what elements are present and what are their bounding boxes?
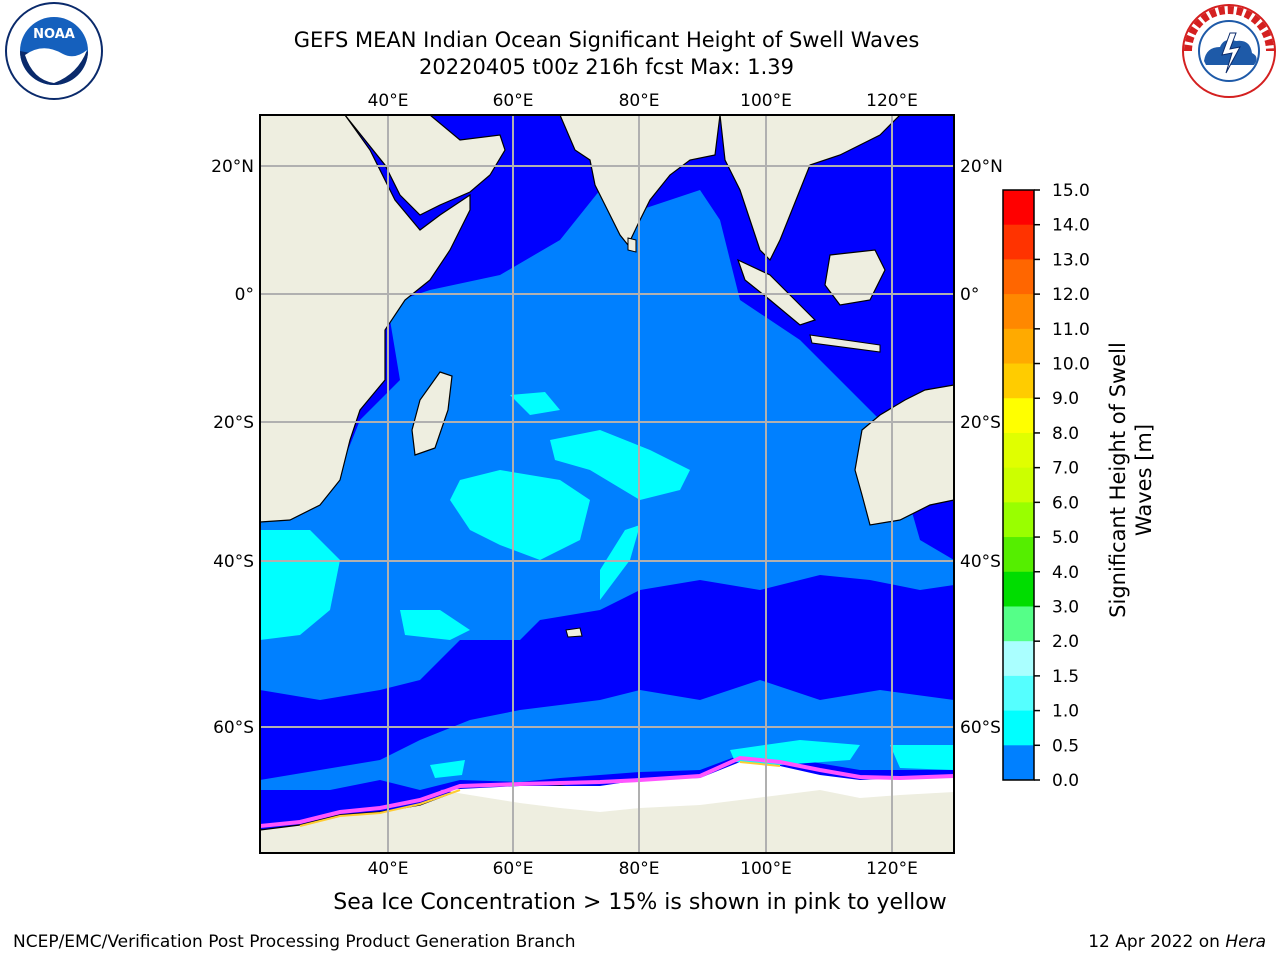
- lat-tick-right-4: 40°S: [960, 552, 1001, 572]
- lon-tick-top-3: 80°E: [619, 91, 660, 111]
- colorbar-swatch: [1003, 328, 1034, 365]
- lat-tick-right-3: 20°S: [960, 413, 1001, 433]
- lat-tick-left-4: 40°S: [213, 552, 254, 572]
- ice-shelf: [440, 762, 954, 812]
- colorbar-swatch: [1003, 537, 1034, 573]
- lat-tick-right-1: 20°N: [960, 157, 1003, 177]
- lat-tick-left-2: 0°: [235, 285, 254, 305]
- footer-date: 12 Apr 2022 on Hera: [1088, 932, 1266, 952]
- map-frame: [259, 114, 955, 854]
- lon-tick-bottom-2: 60°E: [493, 859, 534, 879]
- kerguelen: [565, 627, 583, 638]
- colorbar-swatch: [1003, 259, 1034, 295]
- footer-host: Hera: [1225, 932, 1266, 952]
- sea-ice-note: Sea Ice Concentration > 15% is shown in …: [333, 890, 947, 915]
- lat-tick-left-3: 20°S: [213, 413, 254, 433]
- colorbar-tick-label: 1.5: [1052, 667, 1079, 687]
- africa: [260, 115, 471, 523]
- colorbar-tick-label: 0.0: [1052, 771, 1079, 791]
- colorbar-tick-label: 14.0: [1052, 216, 1090, 236]
- swell-band-mid-patch-7: [890, 745, 954, 770]
- lon-tick-bottom-5: 120°E: [866, 859, 918, 879]
- swell-band-mid-patch-6: [400, 610, 470, 640]
- chart-title: GEFS MEAN Indian Ocean Significant Heigh…: [293, 28, 920, 52]
- borneo: [824, 249, 886, 306]
- java: [809, 334, 881, 353]
- lon-tick-bottom-1: 40°E: [368, 859, 409, 879]
- footer-date-text: 12 Apr 2022 on: [1088, 932, 1226, 952]
- colorbar-tick-label: 11.0: [1052, 320, 1090, 340]
- colorbar-swatch: [1003, 606, 1034, 642]
- sea-ice-edge-inner: [299, 761, 781, 827]
- colorbar-tick-label: 9.0: [1052, 389, 1079, 409]
- colorbar-swatch: [1003, 190, 1034, 226]
- sumatra: [736, 258, 817, 326]
- swell-band-mid-patch-4: [600, 525, 640, 600]
- colorbar-tick-label: 10.0: [1052, 355, 1090, 375]
- noaa-logo-text: NOAA: [33, 27, 75, 42]
- lon-tick-top-2: 60°E: [493, 91, 534, 111]
- colorbar-swatch: [1003, 363, 1034, 399]
- colorbar-tick-label: 2.0: [1052, 632, 1079, 652]
- colorbar-tick-label: 1.0: [1052, 702, 1079, 722]
- colorbar-swatch: [1003, 432, 1034, 469]
- colorbar-swatch: [1003, 641, 1034, 677]
- swell-band-mid-patch-9: [430, 760, 465, 778]
- sri-lanka: [627, 237, 637, 253]
- colorbar-tick-label: 8.0: [1052, 424, 1079, 444]
- colorbar-tick-label: 7.0: [1052, 459, 1079, 479]
- colorbar: 15.0 14.0 13.0 12.0 11.0 10.0 9.0 8.0 7.0 6.0 5.0 4…: [1002, 181, 1090, 791]
- colorbar-swatch: [1003, 294, 1034, 330]
- australia: [854, 384, 954, 526]
- lon-tick-bottom-4: 100°E: [740, 859, 792, 879]
- colorbar-tick-label: 0.5: [1052, 736, 1079, 756]
- madagascar: [411, 371, 453, 456]
- colorbar-swatch: [1003, 745, 1034, 781]
- lon-tick-bottom-3: 80°E: [619, 859, 660, 879]
- swell-band-mid-patch-1: [450, 470, 590, 560]
- colorbar-swatch: [1003, 398, 1034, 434]
- colorbar-swatch: [1003, 502, 1034, 538]
- swell-band-mid-patch-3: [260, 530, 340, 640]
- lat-tick-right-5: 60°S: [960, 718, 1001, 738]
- lon-tick-top-1: 40°E: [368, 91, 409, 111]
- swell-band-low-south: [260, 575, 954, 780]
- colorbar-title: Significant Height of Swell Waves [m]: [1106, 342, 1156, 618]
- noaa-logo-icon: NOAA: [5, 2, 103, 100]
- colorbar-tick-label: 5.0: [1052, 528, 1079, 548]
- lat-tick-right-2: 0°: [960, 285, 979, 305]
- footer-credit: NCEP/EMC/Verification Post Processing Pr…: [13, 932, 576, 952]
- lat-tick-left-1: 20°N: [211, 157, 254, 177]
- nws-logo-icon: [1182, 4, 1276, 98]
- colorbar-frame: [1002, 189, 1035, 781]
- colorbar-tick-label: 15.0: [1052, 181, 1090, 201]
- chart-subtitle: 20220405 t00z 216h fcst Max: 1.39: [419, 55, 794, 79]
- swell-band-mid-patch-2: [550, 430, 690, 500]
- lon-tick-top-5: 120°E: [866, 91, 918, 111]
- colorbar-swatch: [1003, 571, 1034, 607]
- colorbar-swatch: [1003, 224, 1034, 260]
- colorbar-tick-label: 3.0: [1052, 597, 1079, 617]
- sea-ice-edge: [260, 755, 954, 828]
- colorbar-tick-label: 4.0: [1052, 563, 1079, 583]
- swell-band-mid-patch-5: [510, 392, 560, 415]
- graticule: [260, 115, 954, 853]
- colorbar-swatch: [1003, 467, 1034, 503]
- lon-tick-top-4: 100°E: [740, 91, 792, 111]
- colorbar-swatch: [1003, 710, 1034, 746]
- colorbar-swatch: [1003, 675, 1034, 712]
- colorbar-tick-label: 13.0: [1052, 250, 1090, 270]
- lat-tick-left-5: 60°S: [213, 718, 254, 738]
- colorbar-tick-label: 12.0: [1052, 285, 1090, 305]
- colorbar-tick-label: 6.0: [1052, 493, 1079, 513]
